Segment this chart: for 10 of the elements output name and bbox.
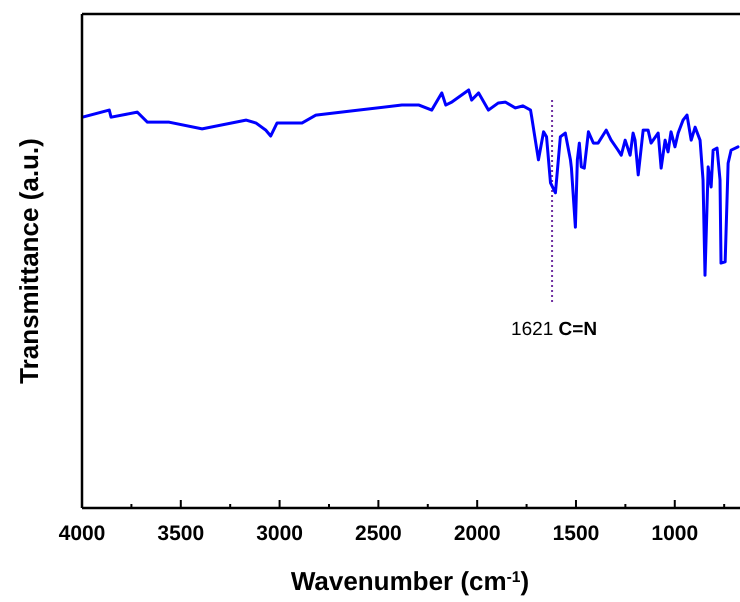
x-tick-label: 1000 bbox=[651, 522, 698, 545]
x-tick-label: 3000 bbox=[256, 522, 303, 545]
x-tick-label: 1500 bbox=[552, 522, 600, 545]
y-axis-title: Transmittance (a.u.) bbox=[14, 138, 44, 384]
x-tick-label: 2500 bbox=[355, 522, 402, 545]
x-tick-label: 4000 bbox=[58, 522, 106, 545]
ref-line-label: 1621 C=N bbox=[511, 319, 598, 340]
x-tick-label: 3500 bbox=[157, 522, 204, 545]
x-axis-title: Wavenumber (cm$^{-1}$) bbox=[290, 566, 530, 596]
x-tick-label: 2000 bbox=[454, 522, 501, 545]
